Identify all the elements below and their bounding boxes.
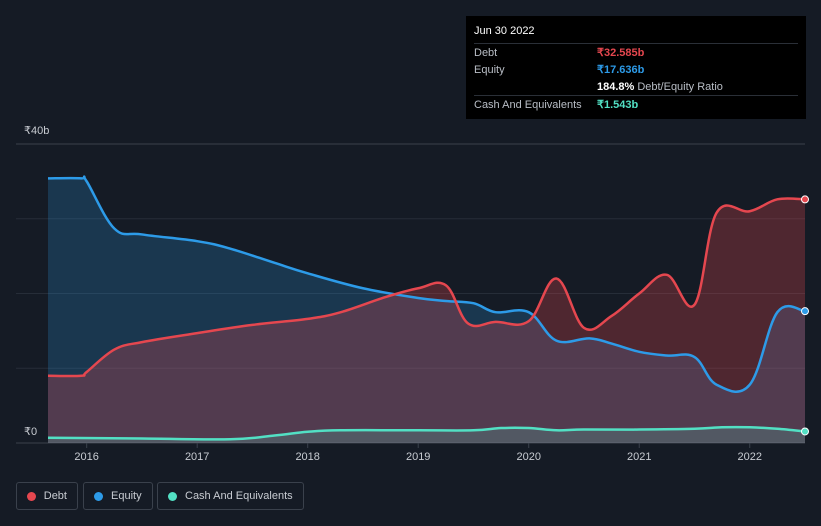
x-tick-label-2016: 2016 [74,451,99,463]
tooltip-row-debt: Debt ₹32.585b [474,43,798,61]
end-marker-equity [801,307,809,316]
tooltip-date: Jun 30 2022 [474,25,535,37]
x-tick-label-2022: 2022 [737,451,762,463]
area-equity [48,176,805,443]
x-tick-label-2019: 2019 [405,451,431,463]
x-tick-label-2021: 2021 [626,451,652,463]
legend-cash-label: Cash And Equivalents [185,490,293,502]
series-end-markers [801,195,809,436]
x-tick-label-2017: 2017 [184,451,210,463]
tooltip-ratio-label: Debt/Equity Ratio [637,80,723,93]
tooltip-cash-label: Cash And Equivalents [474,98,582,111]
tooltip-ratio-value: 184.8% [597,80,635,93]
tooltip-debt-value: ₹32.585b [597,47,645,59]
x-tick-label-2020: 2020 [516,451,541,463]
end-marker-cash-and-equivalents [801,427,809,436]
tooltip-row-ratio: 184.8% Debt/Equity Ratio [474,78,798,95]
line-equity [47,175,806,393]
series-lines [47,175,806,441]
end-marker-debt [801,195,809,204]
tooltip-row-equity: Equity ₹17.636b [474,61,798,78]
legend-debt-label: Debt [43,490,67,502]
line-debt [47,197,806,378]
series-areas [48,176,805,443]
tooltip-equity-label: Equity [474,63,505,76]
legend-debt-swatch [27,491,36,501]
x-tick-label-2018: 2018 [295,451,320,463]
legend-equity-swatch [94,491,103,501]
tooltip-row-cash: Cash And Equivalents ₹1.543b [474,95,798,113]
grid-lines [16,143,805,448]
legend-item-equity[interactable]: Equity [83,482,153,510]
area-cash-and-equivalents [48,427,805,443]
tooltip-debt-label: Debt [474,46,498,59]
data-tooltip: Jun 30 2022 Debt ₹32.585b Equity ₹17.636… [466,16,806,119]
legend-cash-swatch [168,491,177,501]
legend-item-cash[interactable]: Cash And Equivalents [157,482,304,510]
y-tick-label-top: ₹40b [24,125,50,137]
line-cash-and-equivalents [47,425,806,441]
legend-equity-label: Equity [111,490,142,502]
area-debt [48,198,805,443]
y-tick-label-zero: ₹0 [24,426,38,438]
tooltip-equity-value: ₹17.636b [597,64,645,76]
legend-item-debt[interactable]: Debt [16,482,78,510]
tooltip-cash-value: ₹1.543b [597,99,639,111]
